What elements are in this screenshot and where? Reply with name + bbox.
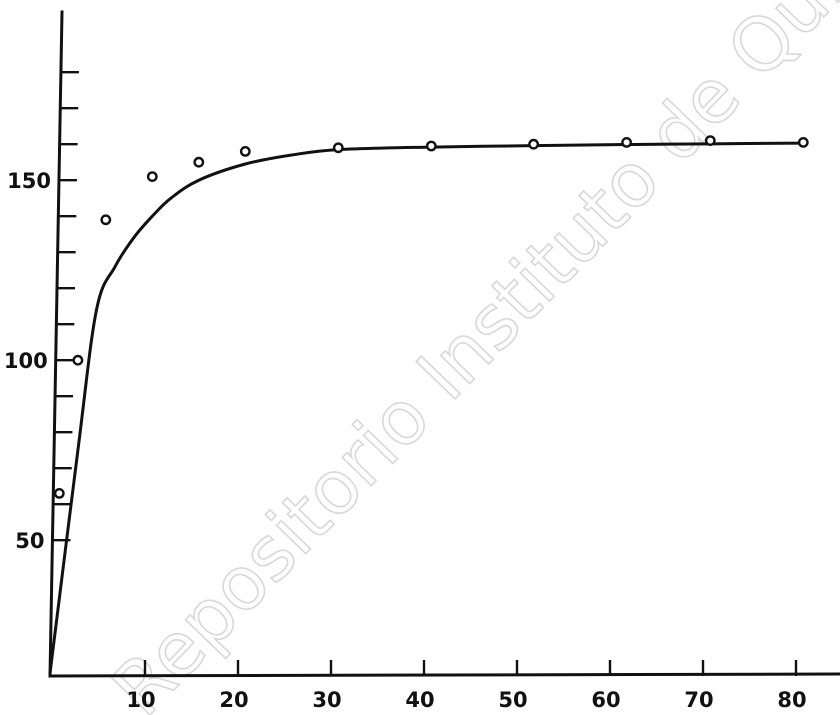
data-point-9 (621, 136, 632, 148)
x-axis (48, 672, 840, 678)
fitted-curve (48, 141, 805, 675)
y-axis (48, 10, 64, 678)
y-tick-label-100: 100 (4, 349, 48, 373)
x-tick-label-50: 50 (498, 688, 527, 712)
y-tick-label-150: 150 (7, 169, 51, 193)
data-point-0 (53, 487, 65, 499)
x-tick-label-20: 20 (219, 688, 248, 712)
data-point-4 (193, 156, 205, 168)
x-tick-label-60: 60 (591, 688, 620, 712)
data-point-5 (239, 145, 251, 157)
y-tick-label-50: 50 (15, 529, 44, 553)
watermark: Repositorio Instituto de Química UNAM (95, 0, 840, 715)
x-tick-label-10: 10 (126, 688, 155, 712)
watermark-text: Repositorio Instituto de Química UNAM (96, 0, 840, 715)
data-point-10 (704, 135, 716, 147)
x-tick-label-40: 40 (405, 688, 434, 712)
x-tick-label-70: 70 (684, 688, 713, 712)
data-point-2 (100, 214, 112, 226)
axes (48, 10, 840, 678)
x-tick-label-30: 30 (312, 688, 341, 712)
data-point-8 (528, 138, 539, 150)
series-layer (48, 135, 809, 675)
data-point-3 (146, 171, 158, 183)
data-point-7 (425, 140, 437, 152)
x-tick-label-80: 80 (777, 688, 806, 712)
data-point-6 (332, 142, 344, 154)
tick-labels: 50 100 150 10 20 30 40 50 60 70 80 (4, 169, 807, 712)
data-point-1 (72, 354, 84, 366)
data-point-11 (797, 136, 809, 148)
